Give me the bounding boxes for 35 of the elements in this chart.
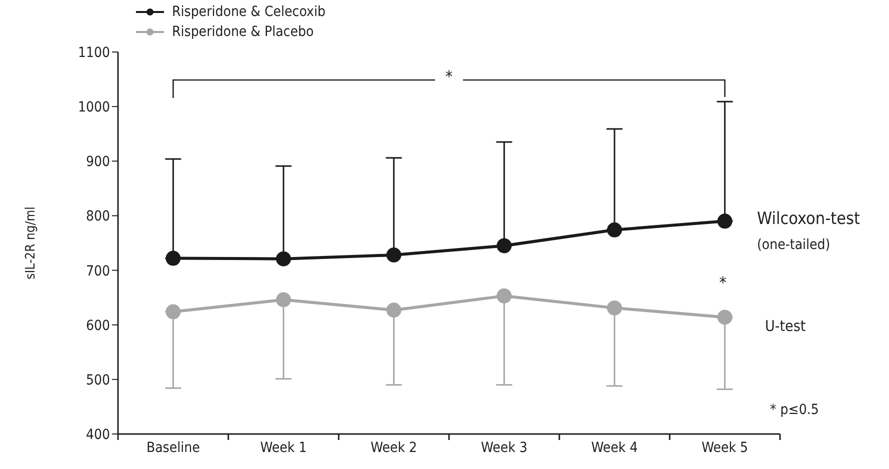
point [166,304,181,320]
y-tick-label: 600 [86,318,110,334]
y-tick-label: 400 [86,426,110,443]
point [496,238,512,254]
x-tick-label: Week 1 [260,440,307,456]
x-tick-label: Week 3 [480,440,528,456]
annotation: * [445,67,453,86]
y-tick-label: 500 [86,372,110,388]
x-tick-label: Week 4 [591,440,638,456]
y-tick-label: 700 [86,263,110,280]
x-tick-label: Week 2 [370,440,418,456]
point [166,250,181,266]
point [276,292,291,308]
point [717,310,732,325]
annotation: (one-tailed) [757,237,830,253]
x-tick-label: Week 5 [702,440,748,456]
annotation: Wilcoxon-test [757,209,860,229]
point [386,302,402,318]
legend-label: Risperidone & Placebo [172,24,314,40]
point [386,248,402,263]
y-tick-label: 1100 [78,44,110,61]
y-tick-label: 1000 [78,100,110,116]
point [496,288,512,304]
point [607,222,622,238]
point [607,300,622,316]
annotation: U-test [765,317,806,335]
y-tick-label: 900 [86,154,110,170]
y-axis-title: sIL-2R ng/ml [24,206,39,280]
annotation: * [719,273,726,292]
legend-label: Risperidone & Celecoxib [172,4,326,20]
x-tick-label: Baseline [146,440,200,456]
annotation: * p≤0.5 [770,402,819,418]
point [717,214,732,229]
y-tick-label: 800 [86,208,110,225]
point [276,251,291,266]
